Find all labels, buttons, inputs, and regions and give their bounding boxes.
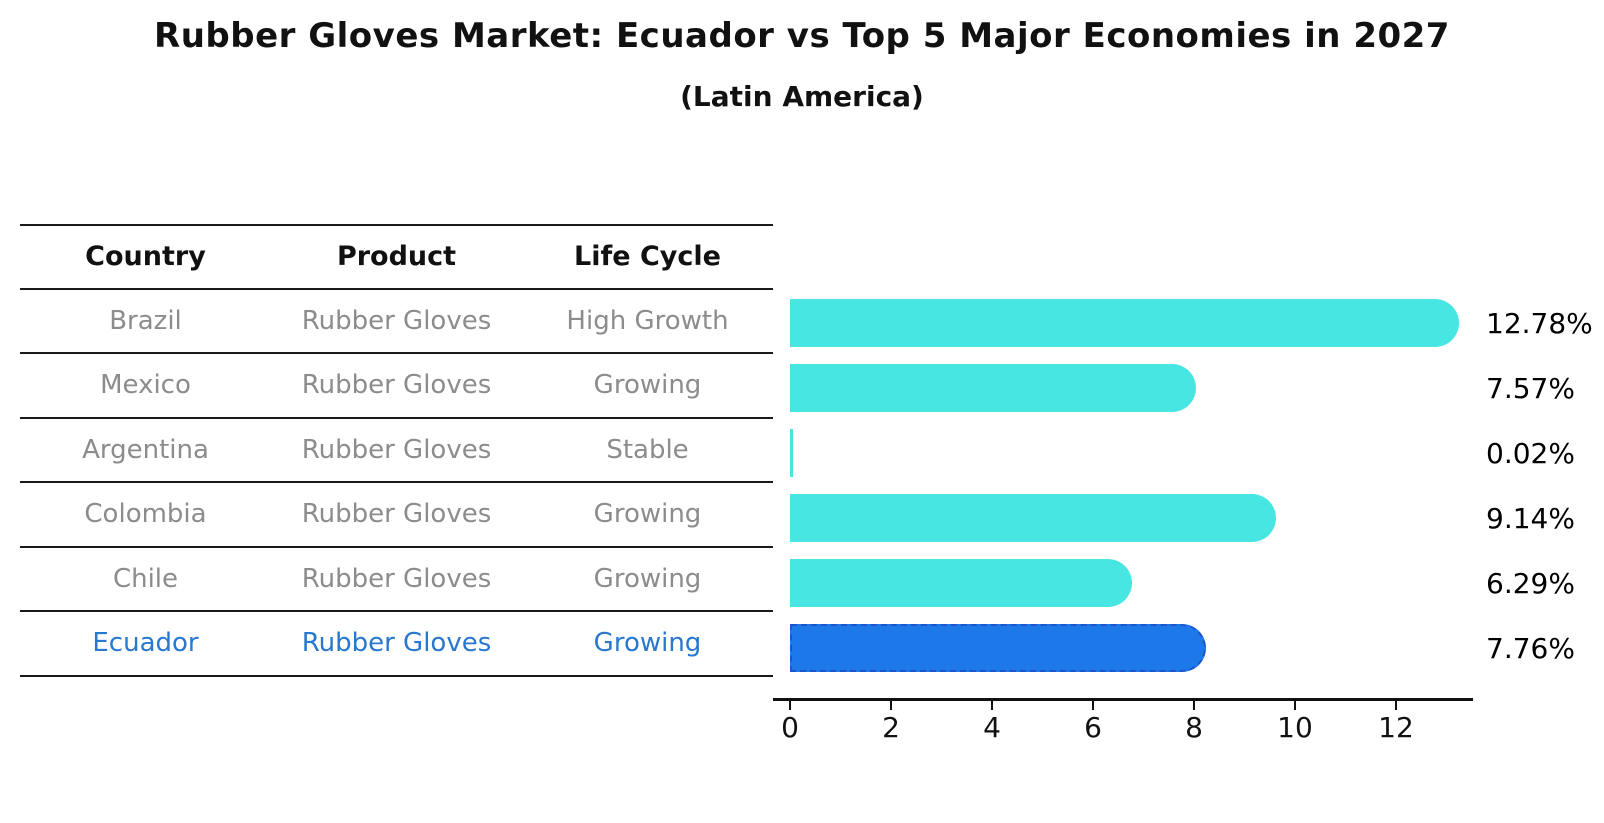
- x-tick-label: 0: [781, 711, 799, 744]
- table-row: Colombia Rubber Gloves Growing: [20, 483, 773, 548]
- bar-chart: [790, 291, 1490, 681]
- bar-chile: [790, 559, 1132, 607]
- value-label: 6.29%: [1486, 566, 1575, 600]
- cell-life-cycle: Growing: [593, 628, 702, 659]
- value-label: 12.78%: [1486, 306, 1593, 340]
- cell-life-cycle: Growing: [593, 499, 702, 530]
- cell-product: Rubber Gloves: [301, 434, 492, 465]
- cell-country: Colombia: [84, 499, 207, 530]
- cell-product: Rubber Gloves: [301, 305, 492, 336]
- x-axis-line: [773, 698, 1473, 701]
- cell-life-cycle: Stable: [606, 434, 689, 465]
- cell-product: Rubber Gloves: [301, 628, 492, 659]
- table-row: Argentina Rubber Gloves Stable: [20, 419, 773, 483]
- x-tick-label: 12: [1378, 711, 1414, 744]
- x-tick-label: 8: [1185, 711, 1203, 744]
- cell-country: Chile: [112, 563, 179, 594]
- table-row: Brazil Rubber Gloves High Growth: [20, 290, 773, 354]
- bar-colombia: [790, 494, 1276, 542]
- x-tick-label: 6: [1084, 711, 1102, 744]
- table-header-row: Country Product Life Cycle: [20, 224, 773, 290]
- x-tick: [789, 700, 791, 710]
- cell-product: Rubber Gloves: [301, 563, 492, 594]
- x-tick-label: 2: [882, 711, 900, 744]
- cell-life-cycle: High Growth: [566, 305, 729, 336]
- x-axis: 0 2 4 6 8 10 12: [773, 698, 1473, 758]
- x-tick: [1395, 700, 1397, 710]
- chart-title: Rubber Gloves Market: Ecuador vs Top 5 M…: [154, 16, 1450, 56]
- x-tick: [1294, 700, 1296, 710]
- bar-ecuador: [790, 624, 1206, 672]
- bar-argentina: [790, 429, 793, 477]
- column-header-country: Country: [85, 241, 206, 273]
- column-header-life-cycle: Life Cycle: [574, 241, 721, 273]
- table-row: Mexico Rubber Gloves Growing: [20, 354, 773, 419]
- value-label: 9.14%: [1486, 501, 1575, 535]
- cell-life-cycle: Growing: [593, 370, 702, 401]
- table-row-highlighted: Ecuador Rubber Gloves Growing: [20, 612, 773, 677]
- x-tick: [890, 700, 892, 710]
- cell-country: Ecuador: [92, 628, 199, 659]
- value-label: 0.02%: [1486, 436, 1575, 470]
- value-label: 7.57%: [1486, 371, 1575, 405]
- x-tick: [991, 700, 993, 710]
- comparison-table: Country Product Life Cycle Brazil Rubber…: [20, 224, 773, 677]
- bar-mexico: [790, 364, 1197, 412]
- cell-country: Argentina: [82, 434, 209, 465]
- x-tick-label: 10: [1277, 711, 1313, 744]
- bar-brazil: [790, 299, 1460, 347]
- value-label: 7.76%: [1486, 631, 1575, 665]
- x-tick: [1193, 700, 1195, 710]
- cell-product: Rubber Gloves: [301, 499, 492, 530]
- cell-country: Mexico: [100, 370, 191, 401]
- cell-product: Rubber Gloves: [301, 370, 492, 401]
- chart-subtitle: (Latin America): [680, 80, 924, 113]
- cell-country: Brazil: [109, 305, 182, 336]
- cell-life-cycle: Growing: [593, 563, 702, 594]
- value-labels: 12.78% 7.57% 0.02% 9.14% 6.29% 7.76%: [1486, 291, 1604, 681]
- column-header-product: Product: [336, 241, 457, 273]
- table-row: Chile Rubber Gloves Growing: [20, 548, 773, 612]
- x-tick-label: 4: [983, 711, 1001, 744]
- x-tick: [1092, 700, 1094, 710]
